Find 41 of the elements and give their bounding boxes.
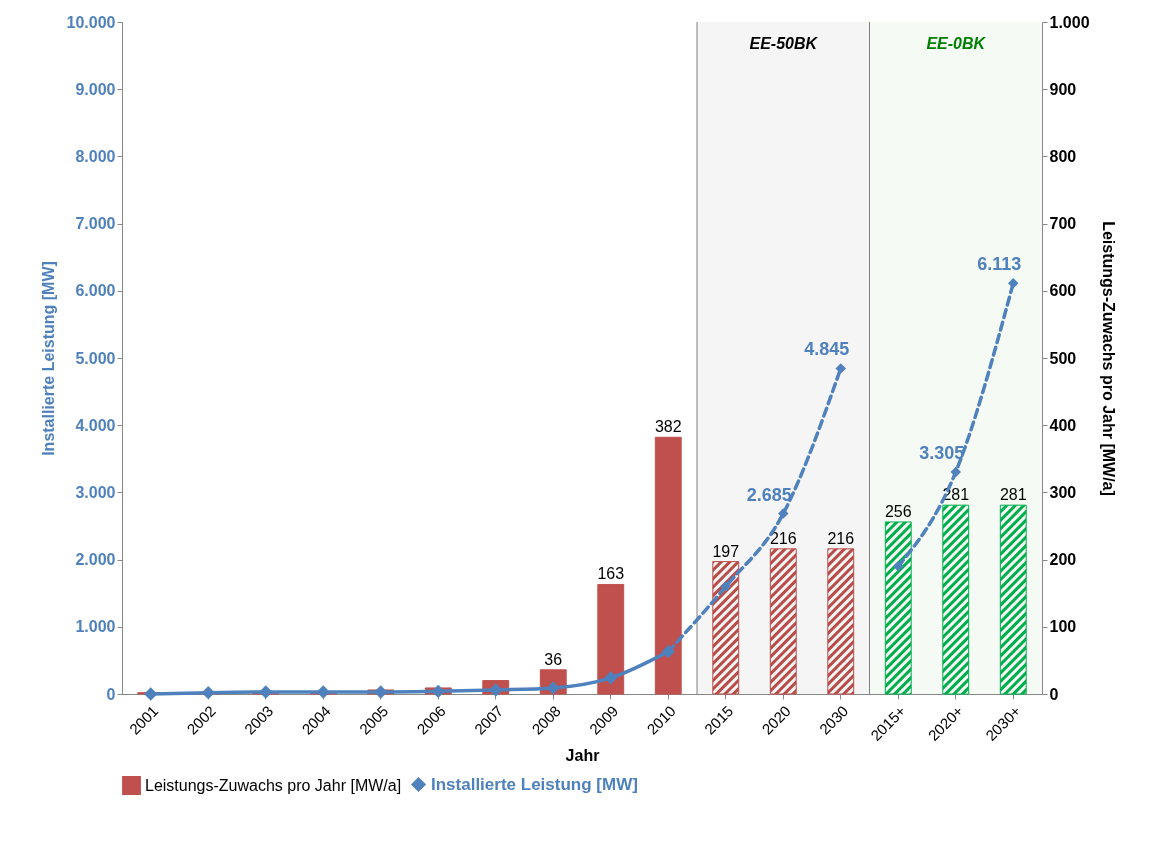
y2-tick-label: 200 — [1049, 551, 1077, 569]
y2-tick-label: 400 — [1049, 416, 1077, 434]
y2-tick-label: 900 — [1049, 80, 1077, 98]
y2-tick-label: 800 — [1049, 147, 1077, 165]
data-label: 36 — [544, 650, 563, 668]
y-tick-label: 10.000 — [66, 13, 116, 31]
y-tick-label: 7.000 — [75, 215, 116, 233]
data-label: 163 — [597, 565, 625, 583]
y-tick-label: 0 — [106, 685, 116, 703]
y2-tick-label: 500 — [1049, 349, 1077, 367]
data-label: 281 — [999, 486, 1027, 504]
band-label: EE-50BK — [749, 35, 819, 52]
y-axis-title: Installierte Leistung [MW] — [39, 261, 57, 456]
y-tick-label: 8.000 — [75, 147, 116, 165]
data-label: 216 — [769, 529, 797, 547]
y2-tick-label: 100 — [1049, 618, 1077, 636]
y-tick-label: 5.000 — [75, 349, 116, 367]
y2-tick-label: 700 — [1049, 215, 1077, 233]
legend-label: Installierte Leistung [MW] — [431, 774, 638, 794]
y2-axis-title: Leistungs-Zuwachs pro Jahr [MW/a] — [1099, 221, 1117, 496]
y-tick-label: 4.000 — [75, 416, 116, 434]
data-label: 2.685 — [746, 484, 792, 505]
data-label: 6.113 — [977, 254, 1022, 275]
data-label: 216 — [827, 529, 855, 547]
y2-tick-label: 0 — [1049, 685, 1059, 703]
data-label: 197 — [712, 542, 740, 560]
y2-tick-label: 1.000 — [1049, 13, 1090, 31]
data-label: 256 — [884, 502, 912, 520]
y-tick-label: 2.000 — [75, 551, 116, 569]
data-label: 4.845 — [804, 339, 850, 360]
y2-tick-label: 300 — [1049, 483, 1077, 501]
legend-label: Leistungs-Zuwachs pro Jahr [MW/a] — [145, 776, 402, 794]
x-axis-title: Jahr — [565, 746, 600, 764]
y2-tick-label: 600 — [1049, 282, 1077, 300]
y-tick-label: 6.000 — [75, 282, 116, 300]
band-label: EE-0BK — [926, 35, 987, 52]
data-label: 382 — [654, 418, 682, 436]
y-tick-label: 9.000 — [75, 80, 116, 98]
y-tick-label: 3.000 — [75, 483, 116, 501]
y-tick-label: 1.000 — [75, 618, 116, 636]
data-label: 3.305 — [919, 442, 965, 463]
